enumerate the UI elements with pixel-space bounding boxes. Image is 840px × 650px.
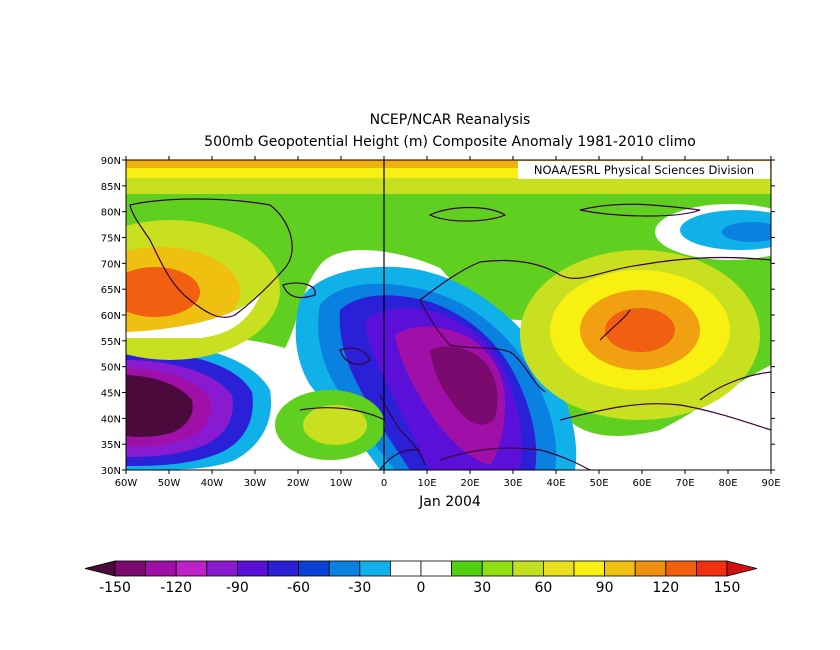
colorbar-label: 60 [534, 580, 552, 596]
colorbar-cell [481, 560, 514, 577]
lat-tick-label: 30N [101, 466, 121, 477]
map-subtitle: 500mb Geopotential Height (m) Composite … [204, 134, 696, 150]
colorbar-cell [114, 560, 147, 577]
colorbar-cell [206, 560, 238, 577]
coastlines [129, 198, 771, 470]
lon-tick-label: 30E [503, 478, 522, 489]
lon-tick-label: 50E [589, 478, 608, 489]
colorbar-cell [512, 560, 544, 577]
colorbar-cell [267, 560, 300, 577]
lat-tick-label: 80N [101, 208, 121, 219]
lat-tick-label: 85N [101, 182, 121, 193]
colorbar-cell [175, 560, 208, 577]
lon-tick-label: 60W [115, 478, 138, 489]
lon-tick-label: 20W [287, 478, 310, 489]
colorbar-label: 90 [596, 580, 614, 596]
time-caption: Jan 2004 [419, 494, 481, 510]
colorbar-cell [145, 560, 177, 577]
lat-tick-label: 70N [101, 259, 121, 270]
colorbar-cell [634, 560, 667, 577]
lat-tick-label: 45N [101, 389, 121, 400]
colorbar-cell [298, 560, 330, 577]
lon-tick-label: 10W [330, 478, 353, 489]
lon-tick-label: 40W [201, 478, 224, 489]
colorbar-label: 120 [652, 580, 679, 596]
colorbar-cell [359, 560, 391, 577]
neg-northeast-3 [722, 222, 771, 242]
colorbar-cell [420, 560, 453, 577]
colorbar-cell [389, 560, 422, 577]
colorbar-label: -120 [160, 580, 192, 596]
pos-midatlantic-2 [303, 405, 367, 445]
neg-atlantic-5 [126, 375, 193, 437]
credit-label: NOAA/ESRL Physical Sciences Division [518, 161, 770, 179]
colorbar-max-arrow [726, 560, 758, 577]
lon-tick-label: 50W [158, 478, 181, 489]
lat-tick-label: 55N [101, 337, 121, 348]
lon-tick-label: 60E [632, 478, 651, 489]
longitude-axis: 60W 50W 40W 30W 20W 10W 0 10E 20E 30E 40E 50E 60E 70E… [115, 156, 781, 489]
lon-tick-label: 30W [244, 478, 267, 489]
colorbar-label: -60 [287, 580, 310, 596]
colorbar-cell [696, 560, 728, 577]
lat-tick-label: 35N [101, 440, 121, 451]
neg-europe-6 [430, 346, 498, 425]
colorbar-label: 150 [714, 580, 741, 596]
colorbar-cell [665, 560, 697, 577]
zero-band-greenland [126, 295, 260, 338]
colorbar-label: 30 [473, 580, 491, 596]
colorbar-labels: -150 -120 -90 -60 -30 0 30 60 90 120 150 [99, 580, 740, 596]
colorbar-cell [543, 560, 575, 577]
colorbar-cells [84, 560, 758, 577]
colorbar-cell [451, 560, 483, 577]
lat-tick-label: 90N [101, 156, 121, 167]
lon-tick-label: 0 [381, 478, 387, 489]
lat-tick-label: 40N [101, 414, 121, 425]
map-title: NCEP/NCAR Reanalysis [369, 112, 531, 128]
colorbar-cell [573, 560, 606, 577]
colorbar-cell [328, 560, 361, 577]
colorbar-cell [236, 560, 269, 577]
lon-tick-label: 20E [460, 478, 479, 489]
colorbar-label: -30 [348, 580, 371, 596]
lat-tick-label: 65N [101, 285, 121, 296]
latitude-axis: 90N 85N 80N 75N 70N 65N 60N 55N 50N 45N 40N 35N 30N [101, 156, 775, 477]
lat-tick-label: 50N [101, 363, 121, 374]
lon-tick-label: 70E [675, 478, 694, 489]
colorbar-min-arrow [84, 560, 116, 577]
colorbar-label: -150 [99, 580, 131, 596]
lat-tick-label: 75N [101, 234, 121, 245]
lon-tick-label: 40E [546, 478, 565, 489]
colorbar-label: -90 [226, 580, 249, 596]
colorbar-cell [604, 560, 636, 577]
colorbar-label: 0 [417, 580, 426, 596]
lon-tick-label: 80E [718, 478, 737, 489]
lon-tick-label: 10E [417, 478, 436, 489]
pos-greenland-3 [126, 267, 200, 317]
field-top-band-3 [126, 160, 771, 168]
lon-tick-label: 90E [761, 478, 780, 489]
lat-tick-label: 60N [101, 311, 121, 322]
